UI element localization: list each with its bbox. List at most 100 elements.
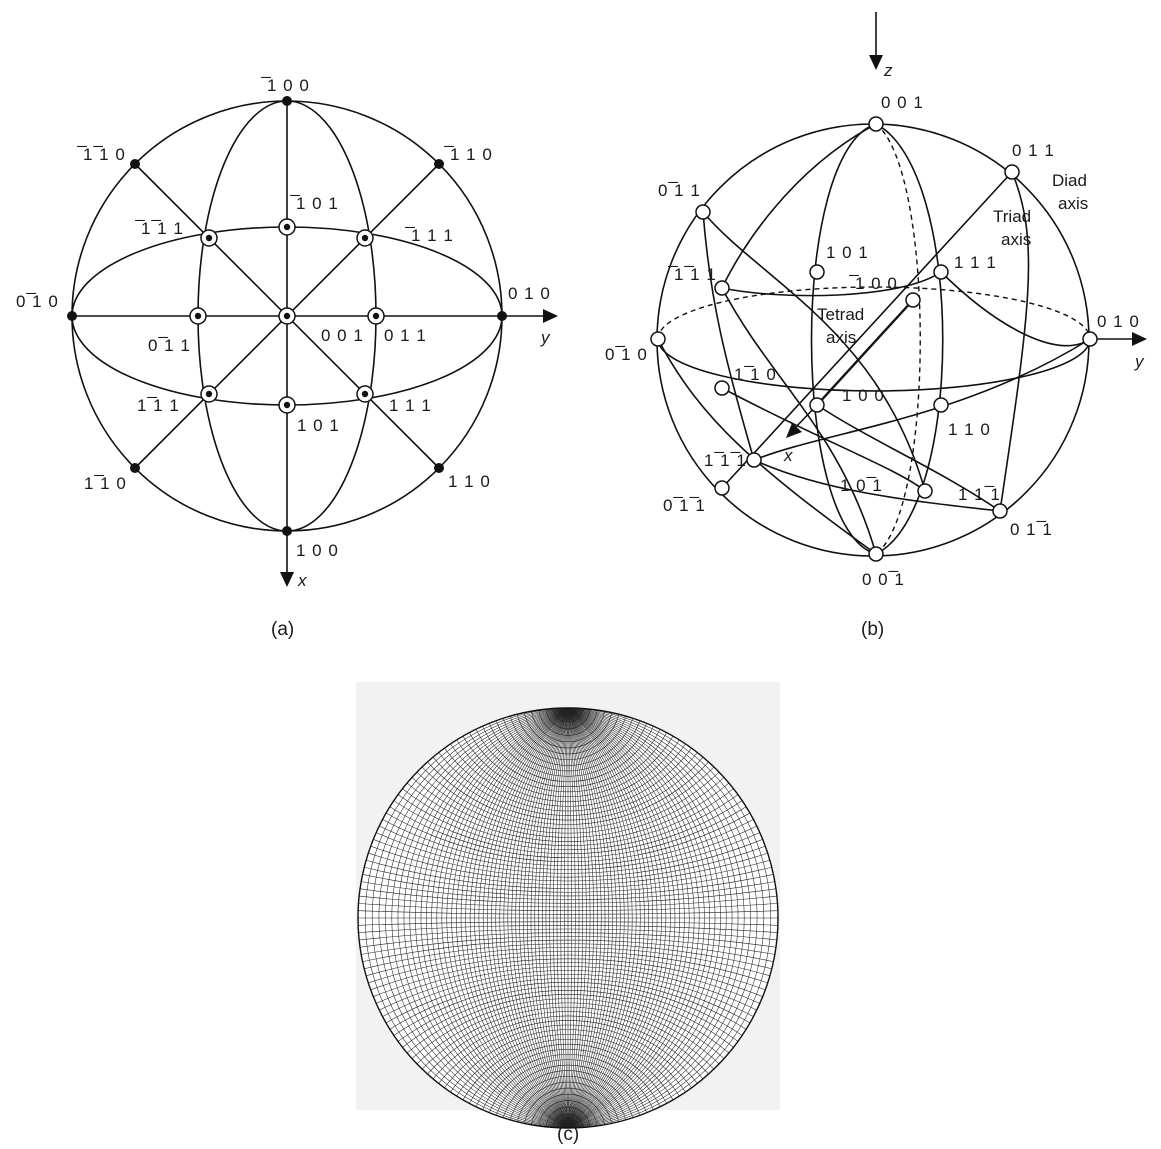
net-small-circle xyxy=(391,1015,745,1128)
net-small-circle xyxy=(364,1006,772,1128)
net-small-circle xyxy=(358,708,778,897)
y-axis-arrow xyxy=(543,309,558,323)
axis-label-b-y: y xyxy=(1134,352,1145,371)
net-small-circle xyxy=(358,708,778,908)
net-small-circle xyxy=(358,950,778,1128)
net-small-circle xyxy=(499,708,637,766)
label-a-m101: ̅1 0 1 xyxy=(290,194,339,213)
label-a-1m11: 1 ̅1 1 xyxy=(137,396,180,415)
interior-poles xyxy=(189,218,385,414)
net-small-circle xyxy=(553,708,583,723)
net-small-circle xyxy=(415,1024,721,1128)
triad-label: Triad xyxy=(993,207,1031,226)
net-small-circle xyxy=(456,1043,680,1128)
net-small-circle xyxy=(358,708,778,846)
net-small-circle xyxy=(523,1087,613,1128)
z-axis-arrow xyxy=(869,55,883,70)
net-small-circle xyxy=(545,708,591,730)
diad-axis-label: axis xyxy=(1058,194,1088,213)
label-a-m110: ̅1 1 0 xyxy=(444,145,493,164)
meridian-front-100 xyxy=(810,123,877,555)
arc-111-010 xyxy=(940,271,1091,347)
arc-100-01m1 xyxy=(816,404,1001,512)
net-small-circle xyxy=(507,1075,629,1128)
label-a-m100: ̅1 0 0 xyxy=(261,76,310,95)
net-small-circle xyxy=(358,708,778,866)
net-small-circle xyxy=(415,708,721,812)
arc-001-m1m11 xyxy=(721,123,877,289)
label-b-101: 1 0 1 xyxy=(826,243,869,262)
net-small-circle xyxy=(515,708,621,755)
net-small-circle xyxy=(358,966,778,1128)
net-small-circle xyxy=(358,708,778,834)
label-a-101: 1 0 1 xyxy=(297,416,340,435)
net-small-circle xyxy=(378,708,758,825)
x-axis-arrow-b xyxy=(786,423,802,438)
label-b-001: 0 0 1 xyxy=(881,93,924,112)
net-small-circle xyxy=(358,708,778,893)
label-b-10m1: 1 0 ̅1 xyxy=(840,476,883,495)
label-a-1m10: 1 ̅1 0 xyxy=(84,474,127,493)
net-small-circle xyxy=(358,962,778,1128)
tetrad-axis-line xyxy=(816,299,914,406)
net-small-circle xyxy=(436,1034,700,1128)
arc-1m1m1-010 xyxy=(753,338,1091,461)
label-b-1m1m1: 1 ̅1 ̅1 xyxy=(704,451,747,470)
net-small-circle xyxy=(358,973,778,1128)
net-small-circle xyxy=(358,708,778,851)
net-small-circle xyxy=(358,939,778,1128)
net-small-circle xyxy=(358,708,778,878)
triad-axis-label: axis xyxy=(1001,230,1031,249)
arc-011-01m1 xyxy=(999,171,1030,512)
label-b-011: 0 1 1 xyxy=(1012,141,1055,160)
net-small-circle xyxy=(426,708,710,807)
net-small-circle xyxy=(358,943,778,1128)
net-small-circle xyxy=(358,954,778,1128)
net-small-circle xyxy=(446,708,690,798)
net-small-circle xyxy=(515,1081,621,1128)
arc-1m10-11m1 xyxy=(721,387,926,492)
net-small-circle xyxy=(436,708,700,802)
primitive-poles xyxy=(67,96,507,536)
panel-b-sphere: 0 0 1 0 1 1 0 ̅1 1 Diad axis Triad axis … xyxy=(605,12,1147,640)
net-small-circle xyxy=(403,708,733,816)
net-small-circle xyxy=(358,998,778,1128)
label-a-m1m11: ̅1 ̅1 1 xyxy=(135,219,184,238)
meridian-front-110 xyxy=(875,123,944,555)
net-small-circle xyxy=(358,708,778,889)
arc-0m11-1m1m1 xyxy=(702,211,755,461)
net-small-circle xyxy=(426,1029,710,1128)
net-small-circle xyxy=(358,970,778,1128)
net-small-circle xyxy=(358,708,778,838)
net-small-circle xyxy=(530,708,606,743)
label-b-m100: ̅1 0 0 xyxy=(849,274,898,293)
net-small-circle xyxy=(499,1070,637,1128)
net-small-circle xyxy=(358,708,778,863)
net-small-circle xyxy=(358,990,778,1128)
label-a-100: 1 0 0 xyxy=(296,541,339,560)
net-small-circle xyxy=(358,708,778,915)
equator-front xyxy=(657,338,1091,392)
net-small-circle xyxy=(491,708,645,772)
label-b-1m10: 1 ̅1 0 xyxy=(734,365,777,384)
net-small-circle xyxy=(358,708,778,911)
label-b-0m10: 0 ̅1 0 xyxy=(605,345,648,364)
net-small-circle xyxy=(358,994,778,1128)
net-small-circle xyxy=(446,1038,690,1128)
label-a-0m11: 0 ̅1 1 xyxy=(148,336,191,355)
caption-c: (c) xyxy=(557,1124,579,1145)
net-small-circle xyxy=(358,985,778,1128)
net-small-circle xyxy=(538,1100,598,1128)
axis-label-a-y: y xyxy=(540,328,551,347)
label-a-m1m10: ̅1 ̅1 0 xyxy=(77,145,126,164)
net-small-circle xyxy=(358,925,778,1128)
net-small-circle xyxy=(403,1020,733,1128)
arc-0m10-00m1 xyxy=(657,338,877,555)
x-axis-arrow xyxy=(280,572,294,587)
net-small-circle xyxy=(553,1113,583,1128)
net-small-circle xyxy=(474,708,662,782)
label-a-011: 0 1 1 xyxy=(384,326,427,345)
y-axis-arrow-b xyxy=(1132,332,1147,346)
label-b-010: 0 1 0 xyxy=(1097,312,1140,331)
